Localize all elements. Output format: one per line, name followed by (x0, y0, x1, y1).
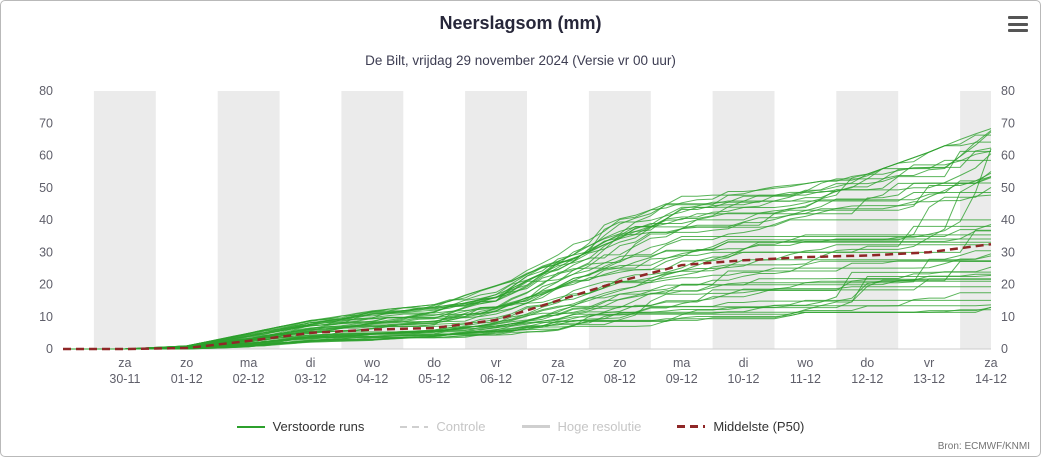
verstoorde-runs-line-swatch (236, 425, 265, 428)
svg-text:do: do (860, 356, 874, 370)
svg-text:20: 20 (39, 278, 53, 292)
ensemble-lines (63, 128, 992, 350)
svg-text:02-12: 02-12 (233, 372, 265, 386)
svg-text:40: 40 (39, 213, 53, 227)
svg-text:06-12: 06-12 (480, 372, 512, 386)
svg-text:zo: zo (613, 356, 626, 370)
svg-text:wo: wo (363, 356, 380, 370)
svg-text:di: di (739, 356, 749, 370)
svg-text:60: 60 (1001, 149, 1015, 163)
svg-text:09-12: 09-12 (666, 372, 698, 386)
svg-text:0: 0 (46, 342, 53, 356)
svg-text:ma: ma (240, 356, 257, 370)
legend-label: Verstoorde runs (272, 419, 365, 434)
controle-dash-swatch (400, 425, 429, 428)
middelste-p50-dash-swatch (677, 425, 706, 428)
chart-title: Neerslagsom (mm) (439, 13, 602, 33)
svg-text:11-12: 11-12 (790, 372, 821, 386)
svg-text:40: 40 (1001, 213, 1015, 227)
svg-text:vr: vr (924, 356, 934, 370)
svg-text:di: di (306, 356, 316, 370)
svg-text:wo: wo (796, 356, 813, 370)
svg-text:ma: ma (673, 356, 690, 370)
svg-text:80: 80 (1001, 84, 1015, 98)
svg-text:do: do (427, 356, 441, 370)
chart-menu-button[interactable] (1008, 16, 1028, 32)
chart-subtitle: De Bilt, vrijdag 29 november 2024 (Versi… (365, 53, 676, 68)
svg-text:08-12: 08-12 (604, 372, 636, 386)
svg-text:70: 70 (1001, 116, 1015, 130)
svg-text:zo: zo (180, 356, 193, 370)
source-attribution: Bron: ECMWF/KNMI (937, 441, 1030, 452)
legend-item-middelste-p50[interactable]: Middelste (P50) (677, 419, 804, 434)
svg-text:80: 80 (39, 84, 53, 98)
svg-text:10: 10 (39, 310, 53, 324)
svg-text:60: 60 (39, 149, 53, 163)
svg-text:13-12: 13-12 (913, 372, 945, 386)
svg-text:10: 10 (1001, 310, 1015, 324)
svg-text:vr: vr (491, 356, 501, 370)
svg-text:04-12: 04-12 (356, 372, 388, 386)
svg-text:01-12: 01-12 (171, 372, 203, 386)
svg-text:12-12: 12-12 (851, 372, 883, 386)
svg-text:0: 0 (1001, 342, 1008, 356)
svg-text:za: za (551, 356, 564, 370)
svg-text:50: 50 (1001, 181, 1015, 195)
legend-label: Hoge resolutie (557, 419, 642, 434)
svg-text:07-12: 07-12 (542, 372, 574, 386)
hoge-resolutie-line-swatch (521, 425, 550, 428)
svg-text:za: za (984, 356, 997, 370)
svg-text:30: 30 (39, 245, 53, 259)
svg-text:30-11: 30-11 (109, 372, 140, 386)
legend-item-verstoorde-runs[interactable]: Verstoorde runs (236, 419, 365, 434)
legend-item-hoge-resolutie[interactable]: Hoge resolutie (521, 419, 642, 434)
legend-item-controle[interactable]: Controle (400, 419, 486, 434)
legend: Verstoorde runs Controle Hoge resolutie … (1, 419, 1040, 434)
svg-text:za: za (118, 356, 131, 370)
svg-text:50: 50 (39, 181, 53, 195)
legend-label: Controle (436, 419, 486, 434)
median-p50-line (63, 242, 992, 351)
svg-text:20: 20 (1001, 278, 1015, 292)
x-axis-labels: za 30-11 zo 01-12 ma 02-12 di 03-12 wo 04-12 do 05-… (109, 356, 1007, 386)
svg-text:14-12: 14-12 (975, 372, 1007, 386)
y-axis-labels: 0 0 10 10 20 20 30 30 40 40 50 50 60 60 70 70 80 80 (39, 84, 1015, 356)
legend-label: Middelste (P50) (713, 419, 805, 434)
svg-text:05-12: 05-12 (418, 372, 450, 386)
svg-text:03-12: 03-12 (295, 372, 327, 386)
svg-text:30: 30 (1001, 245, 1015, 259)
svg-text:70: 70 (39, 116, 53, 130)
hamburger-menu-icon (1008, 16, 1028, 19)
svg-text:10-12: 10-12 (728, 372, 760, 386)
